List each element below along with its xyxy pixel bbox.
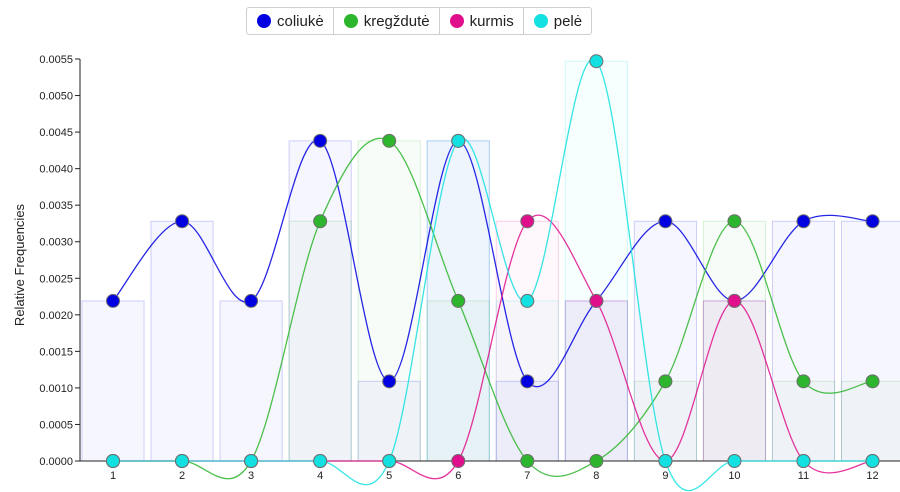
y-tick-label: 0.0050 (39, 91, 73, 103)
point-pele-12[interactable] (865, 454, 880, 468)
point-coliuke-4[interactable] (313, 133, 328, 148)
bar-coliuke-2 (150, 220, 214, 462)
bar-pele-8 (564, 60, 628, 462)
y-axis-title: Relative Frequencies (12, 203, 27, 326)
x-tick-label: 6 (455, 470, 461, 482)
point-kregzdute-6[interactable] (451, 293, 466, 308)
bars-layer (81, 60, 900, 462)
point-coliuke-1[interactable] (106, 293, 120, 308)
point-coliuke-3[interactable] (244, 293, 259, 308)
point-coliuke-2[interactable] (175, 214, 190, 229)
point-kregzdute-7[interactable] (520, 454, 535, 468)
legend-label-coliuke: coliukė (277, 12, 324, 30)
point-pele-8[interactable] (589, 54, 604, 69)
legend-swatch-pele (533, 14, 548, 28)
legend-item-kurmis[interactable]: kurmis (440, 8, 524, 34)
point-kregzdute-4[interactable] (313, 214, 328, 229)
point-kregzdute-9[interactable] (658, 374, 673, 389)
legend-item-kregzdute[interactable]: kregždutė (334, 8, 440, 34)
point-pele-1[interactable] (106, 454, 120, 468)
legend-swatch-kregzdute (343, 14, 358, 28)
y-tick-label: 0.0055 (39, 54, 73, 66)
point-coliuke-9[interactable] (658, 214, 673, 229)
point-pele-5[interactable] (382, 454, 397, 468)
y-tick-label: 0.0040 (39, 164, 73, 176)
point-pele-9[interactable] (658, 454, 673, 468)
point-coliuke-7[interactable] (520, 374, 535, 389)
legend-swatch-coliuke (257, 14, 271, 28)
x-tick-label: 8 (593, 470, 599, 482)
y-tick-label: 0.0010 (39, 383, 73, 395)
series-line-pele (113, 58, 873, 492)
bar-coliuke-1 (81, 300, 145, 462)
x-tick-label: 9 (662, 470, 668, 482)
point-kregzdute-12[interactable] (865, 374, 880, 389)
point-pele-11[interactable] (796, 454, 811, 468)
y-tick-label: 0.0025 (39, 273, 73, 285)
point-kregzdute-5[interactable] (382, 133, 397, 148)
point-kregzdute-11[interactable] (796, 374, 811, 389)
x-tick-label: 4 (317, 470, 323, 482)
bar-kregzdute-5 (357, 140, 421, 462)
point-kurmis-6[interactable] (451, 454, 466, 468)
x-tick-label: 5 (386, 470, 392, 482)
bar-coliuke-3 (219, 300, 283, 462)
y-tick-label: 0.0030 (39, 237, 73, 249)
point-coliuke-12[interactable] (865, 214, 880, 229)
axes-layer: 0.0000 0.0005 0.0010 0.0015 0.0020 0.0025 0.00… (39, 54, 900, 482)
bar-kregzdute-4 (288, 220, 352, 462)
point-coliuke-5[interactable] (382, 374, 397, 389)
points-layer (106, 54, 880, 468)
bar-kurmis-10 (702, 300, 767, 462)
point-kurmis-10[interactable] (727, 293, 742, 308)
bar-kregzdute-12 (840, 380, 900, 462)
x-tick-label: 12 (866, 470, 878, 482)
y-tick-label: 0.0015 (39, 346, 73, 358)
point-kurmis-8[interactable] (589, 293, 604, 308)
y-tick-label: 0.0045 (39, 127, 73, 139)
point-coliuke-11[interactable] (796, 214, 811, 229)
point-pele-2[interactable] (175, 454, 190, 468)
point-pele-4[interactable] (313, 454, 328, 468)
y-tick-label: 0.0000 (39, 456, 73, 468)
point-kurmis-7[interactable] (520, 214, 535, 229)
legend: coliukė kregždutė kurmis pelė (246, 7, 593, 35)
legend-label-kregzdute: kregždutė (363, 12, 430, 30)
point-kregzdute-8[interactable] (589, 454, 604, 468)
y-tick-label: 0.0035 (39, 200, 73, 212)
y-tick-label: 0.0005 (39, 419, 73, 431)
x-tick-label: 1 (110, 470, 116, 482)
legend-item-coliuke[interactable]: coliukė (247, 8, 334, 34)
legend-swatch-kurmis (449, 14, 464, 28)
x-tick-label: 3 (248, 470, 254, 482)
x-tick-label: 7 (524, 470, 530, 482)
x-tick-label: 10 (728, 470, 740, 482)
legend-label-kurmis: kurmis (469, 12, 514, 30)
legend-item-pele[interactable]: pelė (524, 8, 591, 34)
x-tick-label: 2 (179, 470, 185, 482)
point-pele-3[interactable] (244, 454, 259, 468)
y-tick-label: 0.0020 (39, 310, 73, 322)
point-pele-10[interactable] (727, 454, 742, 468)
x-tick-label: 11 (798, 470, 809, 482)
point-kregzdute-10[interactable] (727, 214, 742, 229)
point-pele-7[interactable] (520, 293, 535, 308)
legend-label-pele: pelė (553, 12, 583, 30)
point-pele-6[interactable] (451, 133, 466, 148)
